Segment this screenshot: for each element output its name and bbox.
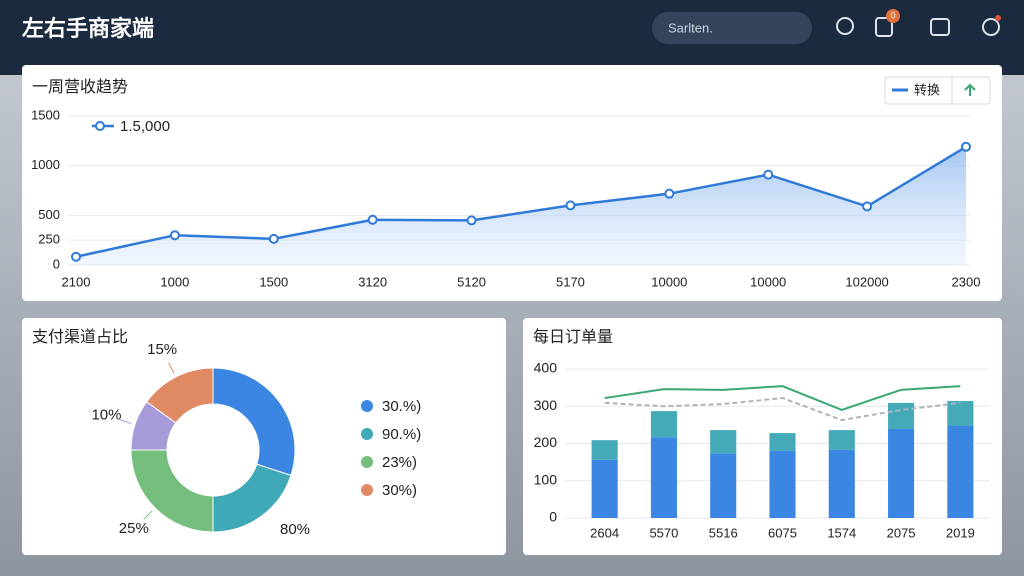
slice: [145, 367, 214, 424]
bar: [947, 425, 974, 518]
data-label: 10%: [91, 406, 121, 423]
bar: [769, 433, 796, 451]
settings-icon[interactable]: [982, 18, 1000, 36]
header-bar: [0, 0, 1024, 75]
x-tick-label: 10000: [651, 274, 687, 289]
leader-line: [168, 362, 175, 374]
point: [169, 230, 180, 241]
bar: [828, 449, 855, 518]
y-tick-label: 200: [534, 434, 558, 450]
point: [268, 233, 279, 244]
legend-marker: [95, 121, 105, 131]
point: [763, 169, 774, 180]
leader-line: [143, 510, 153, 520]
y-tick-label: 1000: [31, 157, 60, 172]
search-icon[interactable]: [836, 17, 854, 35]
x-tick-label: 1574: [827, 525, 856, 540]
y-tick-label: 400: [534, 360, 558, 376]
button-label: 转换: [914, 82, 940, 97]
y-tick-label: 250: [38, 232, 60, 247]
legend-label: 1.5,000: [120, 118, 170, 135]
point: [71, 251, 81, 262]
badge-count: 0: [890, 10, 895, 20]
card: [22, 65, 1002, 301]
legend-label: 23%): [382, 454, 417, 471]
y-tick-label: 300: [534, 397, 558, 413]
legend-marker: [361, 484, 373, 496]
card: [523, 318, 1002, 555]
area: [76, 146, 966, 265]
y-tick-label: 100: [534, 471, 558, 487]
x-tick-label: 102000: [845, 274, 888, 289]
point: [565, 200, 576, 211]
x-tick-label: 1000: [160, 274, 189, 289]
y-tick-label: 1500: [31, 107, 60, 122]
bar: [650, 411, 677, 438]
x-tick-label: 3120: [358, 274, 387, 289]
slice: [212, 367, 296, 476]
legend-marker: [361, 428, 373, 440]
bar: [828, 430, 855, 450]
settings-dot: [995, 15, 1001, 21]
data-label: 25%: [119, 520, 149, 537]
badge: [886, 9, 900, 23]
doc-icon[interactable]: [875, 17, 893, 37]
bar: [947, 401, 974, 426]
legend-label: 30.%): [382, 398, 421, 415]
leader-line: [119, 419, 132, 424]
x-tick-label: 5516: [709, 525, 738, 540]
bar: [888, 402, 915, 429]
x-tick-label: 6075: [768, 525, 797, 540]
point: [466, 215, 477, 226]
bar: [710, 430, 737, 454]
up-icon[interactable]: [964, 83, 976, 96]
y-tick-label: 0: [549, 509, 557, 525]
toggle-button[interactable]: [884, 76, 991, 105]
search-box[interactable]: [652, 12, 812, 44]
legend-label: 30%): [382, 482, 417, 499]
x-tick-label: 2019: [946, 525, 975, 540]
card-title: 一周营收趋势: [32, 78, 128, 96]
y-tick-label: 500: [38, 207, 60, 222]
x-tick-label: 2100: [62, 274, 91, 289]
card-title: 支付渠道占比: [32, 328, 128, 346]
bar: [650, 437, 677, 518]
bar: [888, 428, 915, 518]
bar: [591, 459, 618, 518]
line: [604, 397, 961, 422]
x-tick-label: 2604: [590, 525, 619, 540]
legend-marker: [361, 400, 373, 412]
line: [75, 145, 967, 258]
line: [604, 385, 961, 412]
x-tick-label: 5570: [649, 525, 678, 540]
x-tick-label: 10000: [750, 274, 786, 289]
bar: [769, 450, 796, 518]
app-title: 左右手商家端: [22, 16, 154, 41]
point: [664, 188, 675, 199]
bag-icon[interactable]: [930, 18, 950, 36]
x-tick-label: 2300: [952, 274, 981, 289]
legend-label: 90.%): [382, 426, 421, 443]
data-label: 15%: [147, 341, 177, 358]
point: [862, 201, 873, 212]
x-tick-label: 2075: [887, 525, 916, 540]
point: [367, 214, 378, 225]
point: [961, 141, 971, 152]
y-tick-label: 0: [53, 256, 60, 271]
bar: [591, 440, 618, 460]
legend-marker: [361, 456, 373, 468]
search-placeholder: Sarlten.: [668, 20, 713, 35]
card-title: 每日订单量: [533, 328, 613, 346]
x-tick-label: 5170: [556, 274, 585, 289]
slice: [130, 449, 214, 533]
x-tick-label: 5120: [457, 274, 486, 289]
bar: [710, 453, 737, 518]
x-tick-label: 1500: [259, 274, 288, 289]
annotation: 80%: [280, 521, 310, 538]
